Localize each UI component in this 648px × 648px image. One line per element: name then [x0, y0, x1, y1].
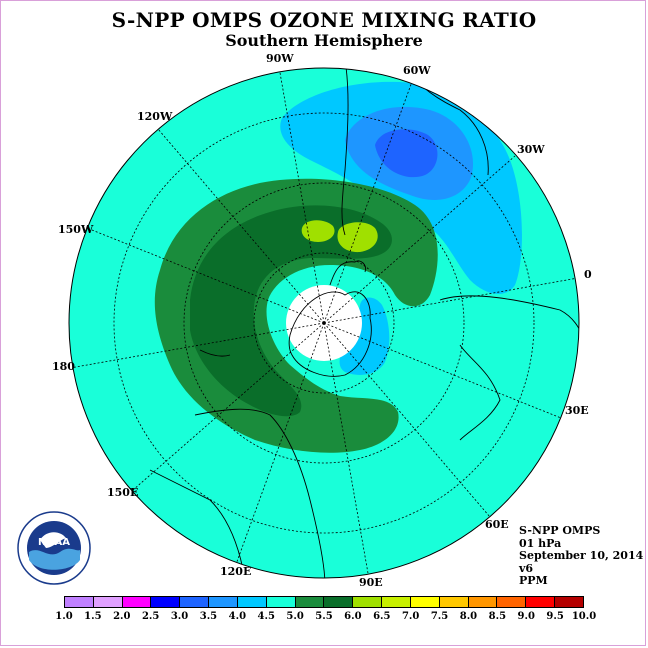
- colorbar-segment: [237, 597, 267, 607]
- colorbar-tick-label: 3.5: [199, 611, 218, 622]
- lon-label-60w: 60W: [403, 64, 431, 77]
- colorbar-tick-label: 8.5: [488, 611, 507, 622]
- lon-label-30w: 30W: [517, 143, 545, 156]
- lon-label-180: 180: [52, 360, 75, 373]
- ozone-region-6-0b: [337, 222, 378, 253]
- lon-label-90w: 90W: [266, 52, 294, 65]
- info-units: PPM: [519, 574, 548, 587]
- colorbar-segment: [353, 597, 383, 607]
- lon-label-150e: 150E: [107, 486, 139, 499]
- ozone-region-5-5: [190, 205, 392, 417]
- colorbar-tick-label: 5.0: [286, 611, 304, 622]
- colorbar-tick-label: 5.5: [315, 611, 333, 622]
- colorbar-segment: [209, 597, 238, 607]
- colorbar-segment: [151, 597, 181, 607]
- info-pressure: 01 hPa: [519, 536, 562, 550]
- colorbar-segment: [295, 597, 325, 607]
- colorbar-segment: [555, 597, 583, 607]
- colorbar-segment: [468, 597, 498, 607]
- colorbar-tick-label: 4.5: [257, 611, 275, 622]
- map-subtitle: Southern Hemisphere: [225, 31, 423, 50]
- colorbar-segment: [324, 597, 354, 607]
- lon-label-30e: 30E: [565, 404, 589, 417]
- colorbar-segment: [410, 597, 440, 607]
- map-title: S-NPP OMPS OZONE MIXING RATIO: [111, 8, 537, 32]
- colorbar-segment: [180, 597, 210, 607]
- colorbar-tick-label: 6.5: [373, 611, 391, 622]
- colorbar-segment: [382, 597, 411, 607]
- pole-marker: [322, 321, 326, 325]
- colorbar-segment: [122, 597, 152, 607]
- colorbar-tick-label: 7.0: [401, 611, 420, 622]
- colorbar-segment: [497, 597, 527, 607]
- lon-label-150w: 150W: [58, 223, 94, 236]
- ozone-region-4-0-pole: [339, 297, 390, 375]
- colorbar-segment: [65, 597, 94, 607]
- lon-label-90e: 90E: [359, 576, 383, 589]
- lon-label-120w: 120W: [137, 110, 173, 123]
- colorbar-tick-label: 2.5: [141, 611, 160, 622]
- colorbar-segment: [526, 597, 556, 607]
- colorbar-tick-label: 4.0: [228, 611, 247, 622]
- colorbar-tick-label: 10.0: [571, 611, 597, 622]
- colorbar-segment: [266, 597, 296, 607]
- colorbar-tick-label: 6.0: [344, 611, 362, 622]
- lon-label-60e: 60E: [485, 518, 509, 531]
- lon-label-120e: 120E: [220, 565, 252, 578]
- colorbar: [64, 596, 584, 608]
- info-instrument: S-NPP OMPS: [519, 524, 601, 537]
- info-date: September 10, 2014: [519, 549, 644, 562]
- colorbar-tick-label: 2.0: [113, 611, 131, 622]
- info-version: v6: [519, 561, 534, 575]
- colorbar-segment: [439, 597, 469, 607]
- colorbar-segment: [93, 597, 123, 607]
- colorbar-tick-label: 1.5: [84, 611, 102, 622]
- ozone-region-6-0a: [301, 220, 335, 242]
- graticule: [69, 68, 579, 578]
- colorbar-tick-label: 1.0: [55, 611, 73, 622]
- lon-label-0: 0: [584, 268, 592, 281]
- colorbar-tick-label: 9.5: [546, 611, 564, 622]
- map-info-block: S-NPP OMPS 01 hPa September 10, 2014 v6 …: [519, 524, 644, 588]
- colorbar-tick-label: 8.0: [459, 611, 478, 622]
- colorbar-tick-label: 9.0: [517, 611, 535, 622]
- colorbar-tick-label: 7.5: [430, 611, 449, 622]
- colorbar-ticks: 1.0 1.5 2.0 2.5 3.0 3.5 4.0 4.5 5.0 5.5 6.0 6.5 7.0 7…: [55, 611, 596, 625]
- map-boundary: [68, 67, 580, 579]
- colorbar-tick-label: 3.0: [170, 611, 189, 622]
